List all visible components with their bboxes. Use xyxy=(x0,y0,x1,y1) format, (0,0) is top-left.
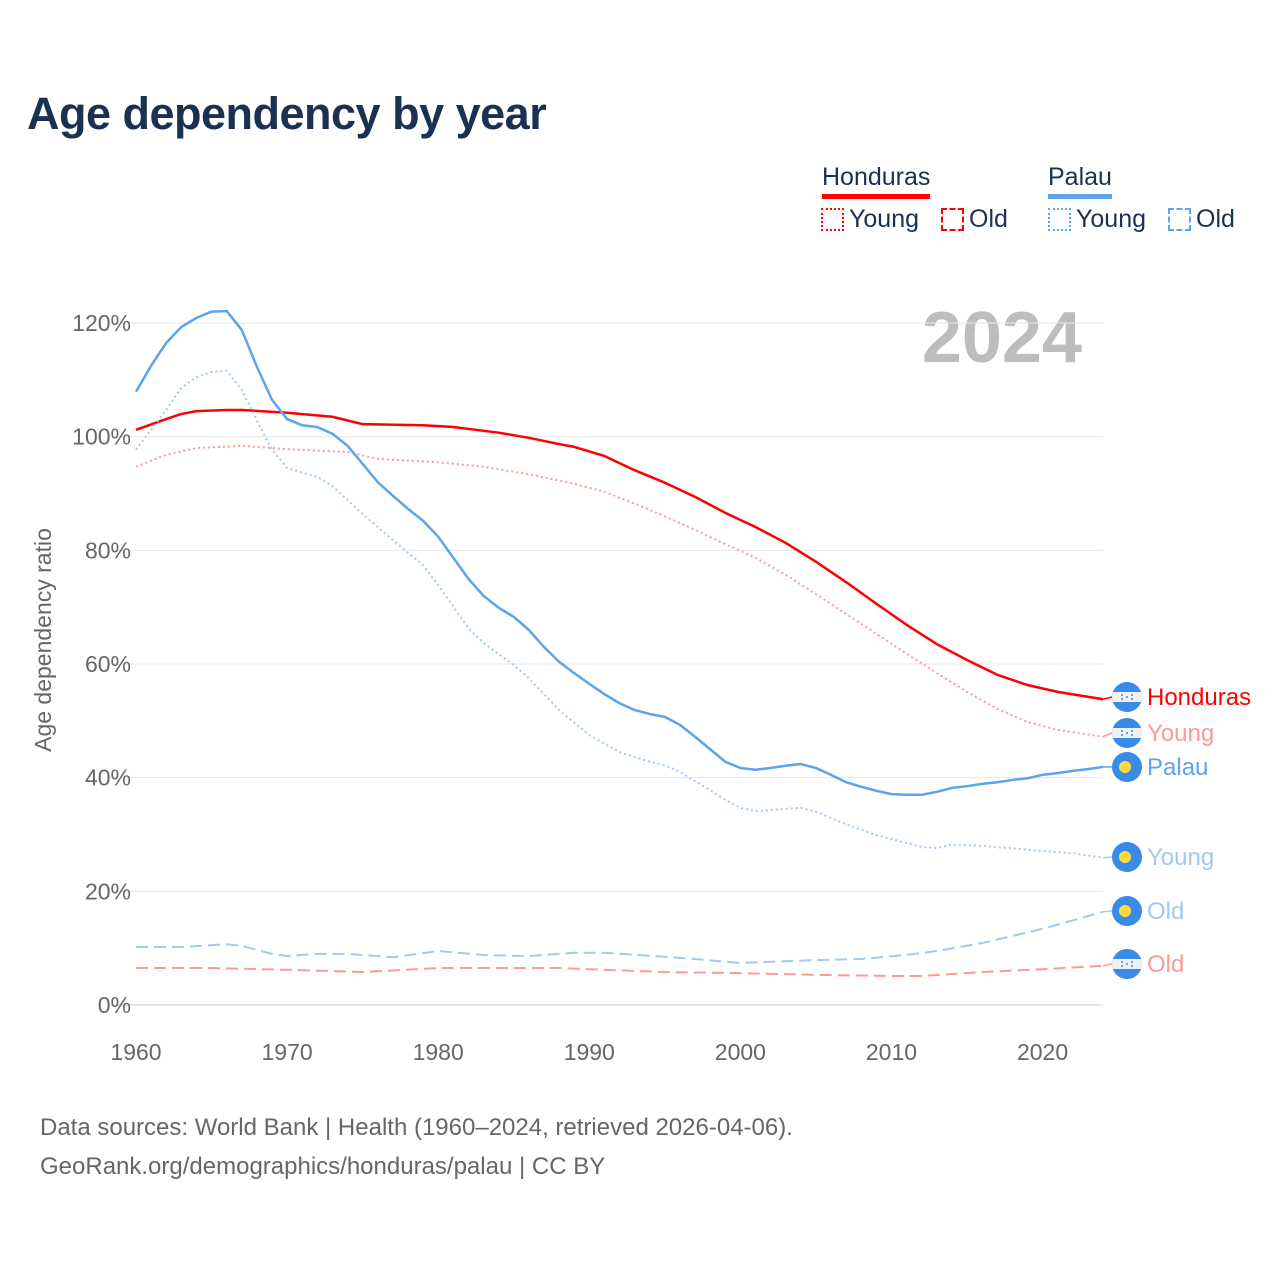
source-link[interactable]: GeoRank.org/demographics/honduras/palau … xyxy=(40,1153,606,1180)
x-tick-label: 1970 xyxy=(262,1039,313,1065)
legend-label: Old xyxy=(969,205,1008,233)
end-label: Old xyxy=(1147,951,1184,978)
x-tick-label: 1990 xyxy=(564,1039,615,1065)
x-tick-label: 2010 xyxy=(866,1039,917,1065)
legend-label: Old xyxy=(1196,205,1235,233)
legend-label: Young xyxy=(1076,205,1146,233)
end-label: Palau xyxy=(1147,754,1208,781)
leader-line xyxy=(1102,963,1113,967)
leader-line xyxy=(1102,856,1113,859)
year-watermark: 2024 xyxy=(922,298,1082,378)
y-axis-label: Age dependency ratio xyxy=(30,528,56,752)
dashed-swatch-icon xyxy=(941,208,964,231)
legend-palau-old[interactable]: Old xyxy=(1168,205,1235,234)
y-tick-label: 80% xyxy=(85,537,131,563)
series-line-honduras-old[interactable] xyxy=(136,964,1104,978)
honduras-flag-icon xyxy=(1112,949,1142,979)
x-tick-label: 2000 xyxy=(715,1039,766,1065)
y-tick-label: 100% xyxy=(72,424,131,450)
leader-line xyxy=(1102,732,1113,738)
x-tick-label: 2020 xyxy=(1017,1039,1068,1065)
dotted-swatch-icon xyxy=(821,208,844,231)
legend-palau-young[interactable]: Young xyxy=(1048,205,1146,234)
y-tick-label: 20% xyxy=(85,878,131,904)
y-tick-label: 60% xyxy=(85,651,131,677)
series-line-honduras[interactable] xyxy=(135,408,1104,701)
palau-flag-icon xyxy=(1112,752,1142,782)
x-tick-label: 1960 xyxy=(110,1039,161,1065)
chart-title: Age dependency by year xyxy=(27,88,547,139)
series-line-honduras-young[interactable] xyxy=(135,444,1104,738)
dotted-swatch-icon xyxy=(1048,208,1071,231)
end-label: Young xyxy=(1147,720,1214,747)
y-tick-label: 120% xyxy=(72,310,131,336)
source-note: Data sources: World Bank | Health (1960–… xyxy=(40,1114,793,1141)
end-label: Honduras xyxy=(1147,684,1251,711)
honduras-flag-icon xyxy=(1112,682,1142,712)
legend-honduras-old[interactable]: Old xyxy=(941,205,1008,234)
legend-palau[interactable]: Palau xyxy=(1048,163,1112,199)
leader-line xyxy=(1102,910,1113,913)
end-label: Young xyxy=(1147,844,1214,871)
y-tick-label: 0% xyxy=(98,992,131,1018)
x-tick-label: 1980 xyxy=(413,1039,464,1065)
honduras-flag-icon xyxy=(1112,718,1142,748)
y-tick-label: 40% xyxy=(85,765,131,791)
legend-honduras-young[interactable]: Young xyxy=(821,205,919,234)
legend-honduras[interactable]: Honduras xyxy=(822,163,931,199)
palau-flag-icon xyxy=(1112,896,1142,926)
series-line-palau-old[interactable] xyxy=(136,910,1104,964)
leader-line xyxy=(1102,696,1113,700)
legend-label: Young xyxy=(849,205,919,233)
end-label: Old xyxy=(1147,898,1184,925)
dashed-swatch-icon xyxy=(1168,208,1191,231)
footer: Data sources: World Bank | Health (1960–… xyxy=(40,1108,793,1186)
series-line-palau[interactable] xyxy=(134,309,1104,796)
series-line-palau-young[interactable] xyxy=(135,369,1104,859)
palau-flag-icon xyxy=(1112,842,1142,872)
